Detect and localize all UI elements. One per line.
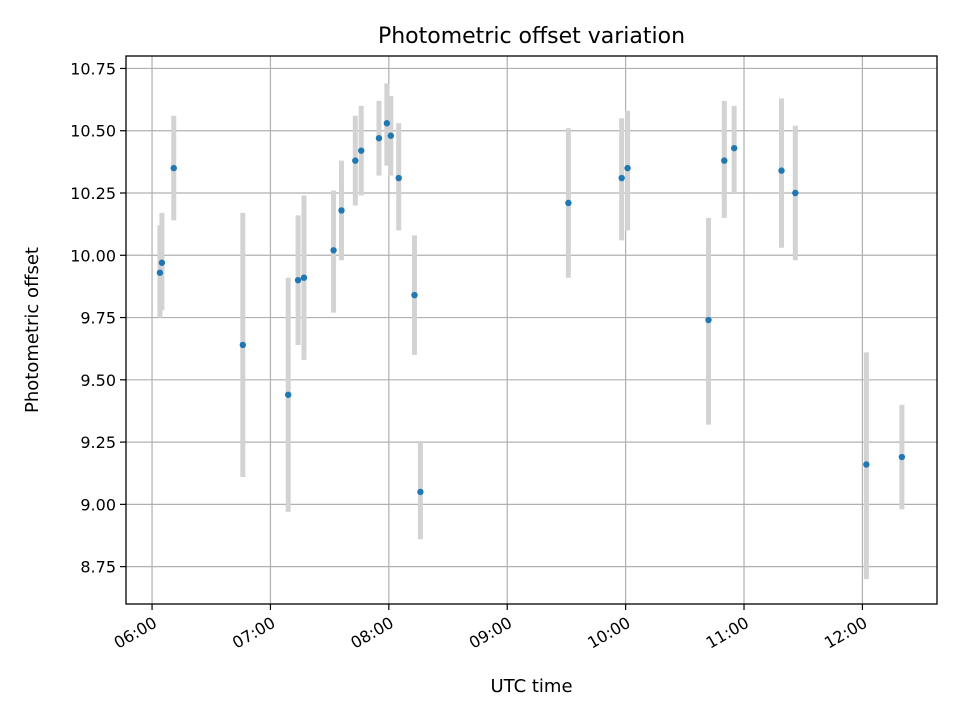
y-axis-label: Photometric offset xyxy=(22,247,43,413)
data-point xyxy=(792,189,799,197)
x-axis-label: UTC time xyxy=(490,676,572,697)
data-point xyxy=(778,167,785,174)
y-tick-label: 9.50 xyxy=(80,371,116,390)
data-point xyxy=(624,164,631,172)
data-point xyxy=(285,391,292,398)
data-point xyxy=(158,259,166,266)
data-point xyxy=(383,120,391,127)
data-point xyxy=(170,164,177,172)
data-point xyxy=(294,276,302,284)
y-tick-label: 10.00 xyxy=(70,246,116,265)
y-tick-label: 10.25 xyxy=(70,184,116,203)
data-point xyxy=(156,269,164,276)
y-tick-label: 10.50 xyxy=(70,122,116,141)
data-point xyxy=(358,147,365,154)
data-point xyxy=(395,174,402,182)
data-point xyxy=(338,207,345,214)
point-layer xyxy=(156,120,906,496)
data-point xyxy=(565,199,572,207)
data-point xyxy=(387,132,395,139)
data-point xyxy=(375,135,383,142)
y-tick-label: 10.75 xyxy=(70,59,116,78)
data-point xyxy=(721,157,728,164)
data-point xyxy=(730,144,738,152)
y-tick-label: 9.00 xyxy=(80,495,116,514)
data-point xyxy=(411,291,418,299)
chart-title: Photometric offset variation xyxy=(378,24,685,49)
y-tick-label: 9.75 xyxy=(80,309,116,328)
grid-layer xyxy=(126,56,937,604)
data-point xyxy=(239,341,247,349)
data-point xyxy=(330,247,337,254)
plot-frame xyxy=(125,55,938,605)
tick-layer: 06:00 07:00 08:00 09:00 10:00 11:00 12:008.759… xyxy=(70,59,870,652)
y-tick-label: 9.25 xyxy=(80,433,116,452)
data-point xyxy=(417,488,424,496)
data-point xyxy=(300,274,308,281)
data-point xyxy=(705,316,712,324)
data-point xyxy=(618,174,625,182)
y-tick-label: 8.75 xyxy=(80,558,116,577)
data-point xyxy=(352,157,359,164)
data-point xyxy=(898,453,906,461)
data-point xyxy=(863,461,870,468)
